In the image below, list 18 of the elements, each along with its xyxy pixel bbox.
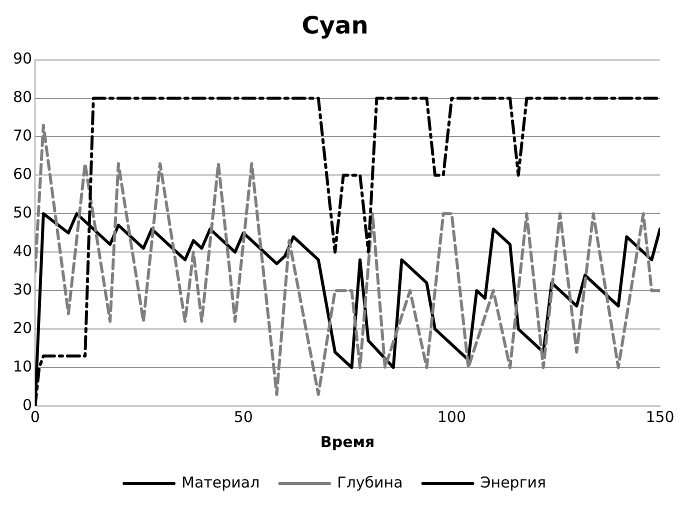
x-tick-label: 100 <box>437 408 466 426</box>
y-tick-label: 90 <box>12 50 32 68</box>
x-axis-title: Время <box>320 432 375 451</box>
y-tick-label: 30 <box>12 280 32 298</box>
y-tick-label: 70 <box>12 126 32 145</box>
y-tick-label: 0 <box>22 396 32 414</box>
y-tick-label: 40 <box>12 242 32 260</box>
y-tick-label: 50 <box>12 204 32 222</box>
legend-label: Энергия <box>480 473 546 492</box>
y-tick-label: 20 <box>12 318 32 337</box>
chart-title: Cyan <box>302 12 368 40</box>
legend-label: Материал <box>182 473 260 492</box>
y-tick-label: 60 <box>12 165 32 184</box>
y-tick-label: 80 <box>12 88 32 106</box>
x-tick-label: 50 <box>234 408 253 426</box>
x-tick-label: 150 <box>646 408 674 426</box>
legend-label: Глубина <box>337 473 403 492</box>
y-tick-label: 10 <box>12 357 32 376</box>
